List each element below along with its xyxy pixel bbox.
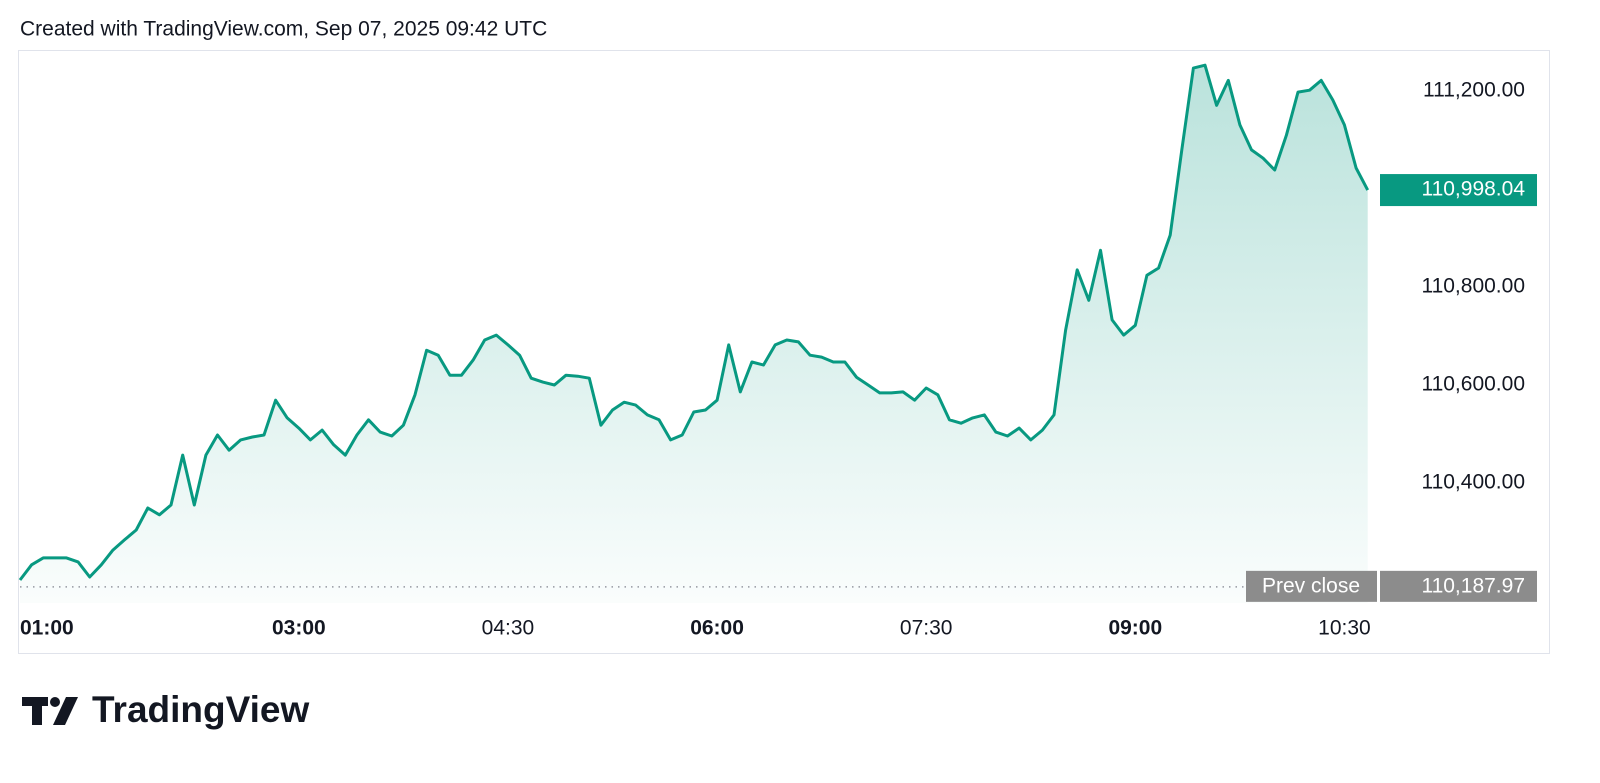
y-tick-label: 111,200.00 xyxy=(1423,79,1525,102)
price-line xyxy=(18,63,1370,581)
x-tick-label: 07:30 xyxy=(900,617,953,640)
prev-close-value-tag xyxy=(1380,570,1537,602)
x-tick-label: 06:00 xyxy=(690,617,744,640)
last-price-tag xyxy=(1380,174,1537,207)
prev-close-value: 110,187.97 xyxy=(1421,574,1525,597)
x-tick-label: 03:00 xyxy=(272,617,326,640)
x-tick-label: 01:00 xyxy=(20,617,74,640)
prev-close-tag xyxy=(1246,570,1377,602)
y-tick-label: 110,600.00 xyxy=(1421,373,1525,396)
logo: TradingView xyxy=(22,689,309,730)
brand: TradingView xyxy=(92,689,309,730)
chart: 110,400.00 110,600.00 110,800.00 111,200.00… xyxy=(18,63,1537,640)
y-tick-label: 110,400.00 xyxy=(1421,471,1525,494)
logo-icon xyxy=(53,697,78,725)
chart-frame xyxy=(18,50,1550,654)
y-tick-label: 110,800.00 xyxy=(1421,275,1525,298)
prev-close-title: Prev close xyxy=(1262,574,1360,597)
x-tick-label: 04:30 xyxy=(482,617,535,640)
logo-icon xyxy=(50,697,60,707)
header: Created with TradingView.com, Sep 07, 20… xyxy=(20,18,547,41)
last-price-label: 110,998.04 xyxy=(1421,178,1525,201)
x-tick-label: 09:00 xyxy=(1108,617,1162,640)
x-tick-label: 10:30 xyxy=(1318,617,1371,640)
logo-icon xyxy=(32,697,42,725)
area-fill xyxy=(20,65,1368,603)
